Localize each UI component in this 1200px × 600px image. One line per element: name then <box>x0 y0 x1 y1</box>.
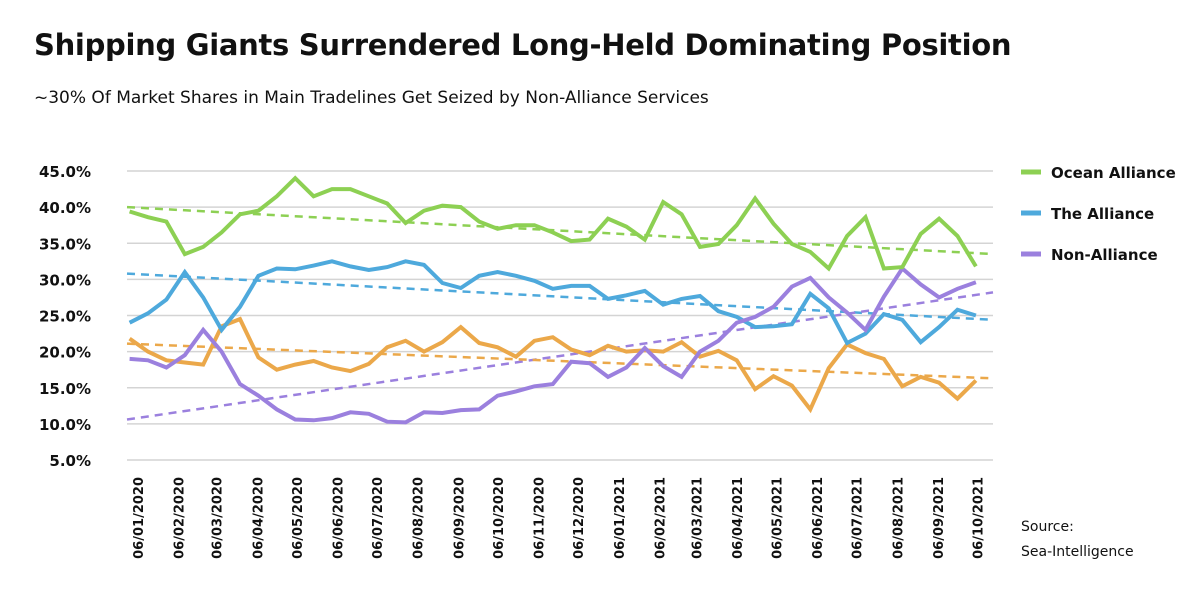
y-tick-label: 45.0% <box>39 163 91 181</box>
y-tick-label: 15.0% <box>39 380 91 398</box>
legend-item: Non-Alliance <box>1021 246 1158 264</box>
legend-swatch <box>1021 169 1041 175</box>
y-tick-label: 40.0% <box>39 199 91 217</box>
legend-label: Ocean Alliance <box>1051 164 1176 182</box>
x-tick-label: 06/07/2020 <box>371 477 386 559</box>
series-lines <box>128 175 978 425</box>
x-tick-label: 06/04/2021 <box>731 477 746 559</box>
y-tick-label: 5.0% <box>49 452 91 470</box>
series-line-the-alliance <box>128 259 977 346</box>
series-line-ocean-alliance <box>129 175 978 272</box>
x-tick-label: 06/07/2021 <box>851 477 866 559</box>
x-tick-label: 06/06/2020 <box>332 477 347 559</box>
x-axis: 06/01/2020 06/02/2020 06/03/2020 06/04/2020… <box>132 477 987 559</box>
x-tick-label: 06/10/2021 <box>972 477 987 559</box>
x-tick-label: 06/03/2020 <box>211 477 226 559</box>
chart-title: Shipping Giants Surrendered Long-Held Do… <box>34 28 1012 62</box>
legend-item: The Alliance <box>1021 205 1154 223</box>
trendline-ocean-alliance <box>126 205 994 256</box>
y-axis: 45.0% 40.0% 35.0% 30.0% 25.0% 20.0% 15.0% 10.0%… <box>39 163 91 470</box>
trendline-the-alliance <box>126 272 994 322</box>
x-tick-label: 06/05/2021 <box>770 477 785 559</box>
y-tick-label: 10.0% <box>39 416 91 434</box>
legend-swatch <box>1021 210 1041 216</box>
y-tick-label: 35.0% <box>39 235 91 253</box>
legend-label: The Alliance <box>1051 205 1154 223</box>
y-tick-label: 25.0% <box>39 308 91 326</box>
x-tick-label: 06/06/2021 <box>811 477 826 559</box>
legend-label: Non-Alliance <box>1051 246 1158 264</box>
trendline-other <box>126 342 994 380</box>
x-tick-label: 06/11/2020 <box>533 477 548 559</box>
x-tick-label: 06/12/2020 <box>572 477 587 559</box>
x-tick-label: 06/08/2021 <box>891 477 906 559</box>
legend-item: Ocean Alliance <box>1021 164 1176 182</box>
chart-subtitle: ~30% Of Market Shares in Main Tradelines… <box>34 88 709 108</box>
source-name: Sea-Intelligence <box>1021 544 1134 560</box>
x-tick-label: 06/01/2020 <box>132 477 147 559</box>
x-tick-label: 06/03/2021 <box>690 477 705 559</box>
legend: Ocean Alliance The Alliance Non-Alliance <box>1021 164 1176 264</box>
source-note: Source: Sea-Intelligence <box>1021 515 1134 565</box>
x-tick-label: 06/08/2020 <box>412 477 427 559</box>
x-tick-label: 06/01/2021 <box>613 477 628 559</box>
y-tick-label: 30.0% <box>39 271 91 289</box>
source-label: Source: <box>1021 519 1074 535</box>
x-tick-label: 06/02/2020 <box>173 477 188 559</box>
x-tick-label: 06/09/2021 <box>932 477 947 559</box>
x-tick-label: 06/09/2020 <box>452 477 467 559</box>
legend-swatch <box>1021 251 1041 257</box>
x-tick-label: 06/05/2020 <box>291 477 306 559</box>
x-tick-label: 06/04/2020 <box>251 477 266 559</box>
series-line-non-alliance <box>129 265 977 425</box>
x-tick-label: 06/02/2021 <box>654 477 669 559</box>
x-tick-label: 06/10/2020 <box>492 477 507 559</box>
y-tick-label: 20.0% <box>39 344 91 362</box>
series-line-other <box>128 316 978 414</box>
